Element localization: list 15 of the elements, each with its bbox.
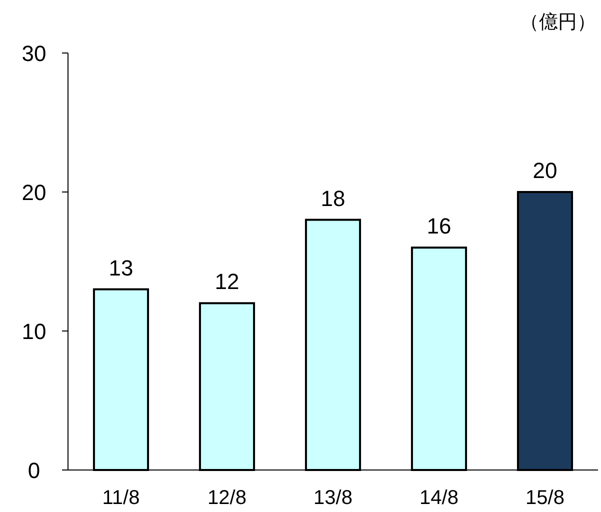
x-tick-label: 14/8 bbox=[420, 487, 458, 509]
y-tick-label: 0 bbox=[28, 458, 40, 483]
x-tick-label: 12/8 bbox=[208, 487, 246, 509]
y-axis-title: （億円） bbox=[520, 12, 596, 33]
y-tick-label: 20 bbox=[22, 180, 46, 205]
y-tick-label: 30 bbox=[22, 41, 46, 66]
x-tick-label: 11/8 bbox=[102, 487, 140, 509]
data-label: 12 bbox=[214, 269, 240, 294]
data-label: 16 bbox=[426, 214, 452, 239]
data-label: 13 bbox=[108, 255, 134, 280]
x-tick-label: 15/8 bbox=[526, 487, 564, 509]
x-tick-label: 13/8 bbox=[314, 487, 352, 509]
data-label: 20 bbox=[532, 158, 558, 183]
y-tick-label: 10 bbox=[22, 319, 46, 344]
data-label: 18 bbox=[320, 186, 346, 211]
